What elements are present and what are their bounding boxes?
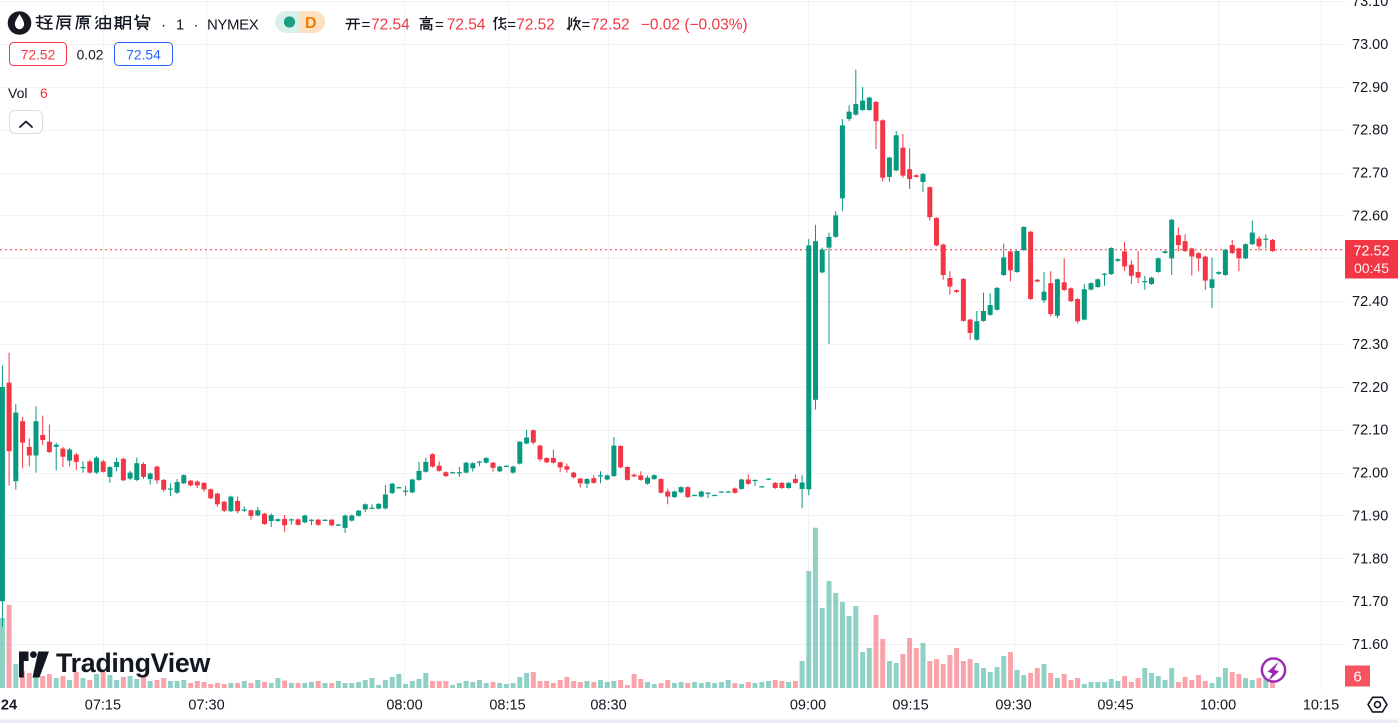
svg-text:73.10: 73.10	[1352, 0, 1388, 10]
svg-text:72.80: 72.80	[1352, 123, 1388, 139]
svg-text:72.10: 72.10	[1352, 423, 1388, 439]
svg-text:72.40: 72.40	[1352, 294, 1388, 310]
svg-text:72.20: 72.20	[1352, 380, 1388, 396]
svg-text:08:15: 08:15	[489, 698, 525, 714]
svg-text:72.30: 72.30	[1352, 337, 1388, 353]
svg-text:·: ·	[161, 17, 166, 34]
svg-text:72.54: 72.54	[447, 17, 486, 34]
svg-text:08:00: 08:00	[386, 698, 422, 714]
svg-text:D: D	[305, 15, 317, 32]
svg-text:NYMEX: NYMEX	[207, 17, 259, 34]
svg-text:6: 6	[40, 85, 48, 101]
svg-text:72.52: 72.52	[21, 48, 56, 63]
svg-text:72.54: 72.54	[371, 17, 410, 34]
svg-text:09:45: 09:45	[1097, 698, 1133, 714]
svg-text:=: =	[362, 17, 371, 34]
svg-text:71.90: 71.90	[1352, 509, 1388, 525]
svg-text:72.52: 72.52	[591, 17, 630, 34]
svg-text:Vol: Vol	[8, 85, 27, 101]
svg-text:72.00: 72.00	[1352, 466, 1388, 482]
svg-text:=: =	[435, 17, 444, 34]
svg-text:72.54: 72.54	[126, 48, 161, 63]
svg-text:71.60: 71.60	[1352, 637, 1388, 653]
svg-text:09:30: 09:30	[995, 698, 1031, 714]
svg-text:1: 1	[176, 17, 184, 34]
svg-text:72.60: 72.60	[1352, 208, 1388, 224]
svg-text:·: ·	[194, 17, 199, 34]
svg-text:10:00: 10:00	[1200, 698, 1236, 714]
svg-text:TradingView: TradingView	[56, 648, 211, 678]
svg-text:07:15: 07:15	[85, 698, 121, 714]
svg-text:=: =	[507, 17, 516, 34]
svg-text:72.70: 72.70	[1352, 166, 1388, 182]
svg-text:6: 6	[1353, 669, 1361, 686]
svg-text:71.80: 71.80	[1352, 551, 1388, 567]
svg-text:09:15: 09:15	[892, 698, 928, 714]
svg-text:09:00: 09:00	[790, 698, 826, 714]
svg-text:24: 24	[1, 698, 17, 714]
svg-text:71.70: 71.70	[1352, 594, 1388, 610]
svg-text:0.02: 0.02	[77, 48, 104, 63]
svg-text:72.52: 72.52	[516, 17, 555, 34]
svg-text:72.90: 72.90	[1352, 80, 1388, 96]
svg-text:00:45: 00:45	[1354, 260, 1389, 276]
svg-text:07:30: 07:30	[188, 698, 224, 714]
svg-text:10:15: 10:15	[1303, 698, 1339, 714]
svg-text:73.00: 73.00	[1352, 37, 1388, 53]
svg-text:−0.02 (−0.03%): −0.02 (−0.03%)	[641, 17, 748, 34]
svg-text:08:30: 08:30	[590, 698, 626, 714]
svg-text:=: =	[582, 17, 591, 34]
svg-text:72.52: 72.52	[1353, 243, 1389, 259]
